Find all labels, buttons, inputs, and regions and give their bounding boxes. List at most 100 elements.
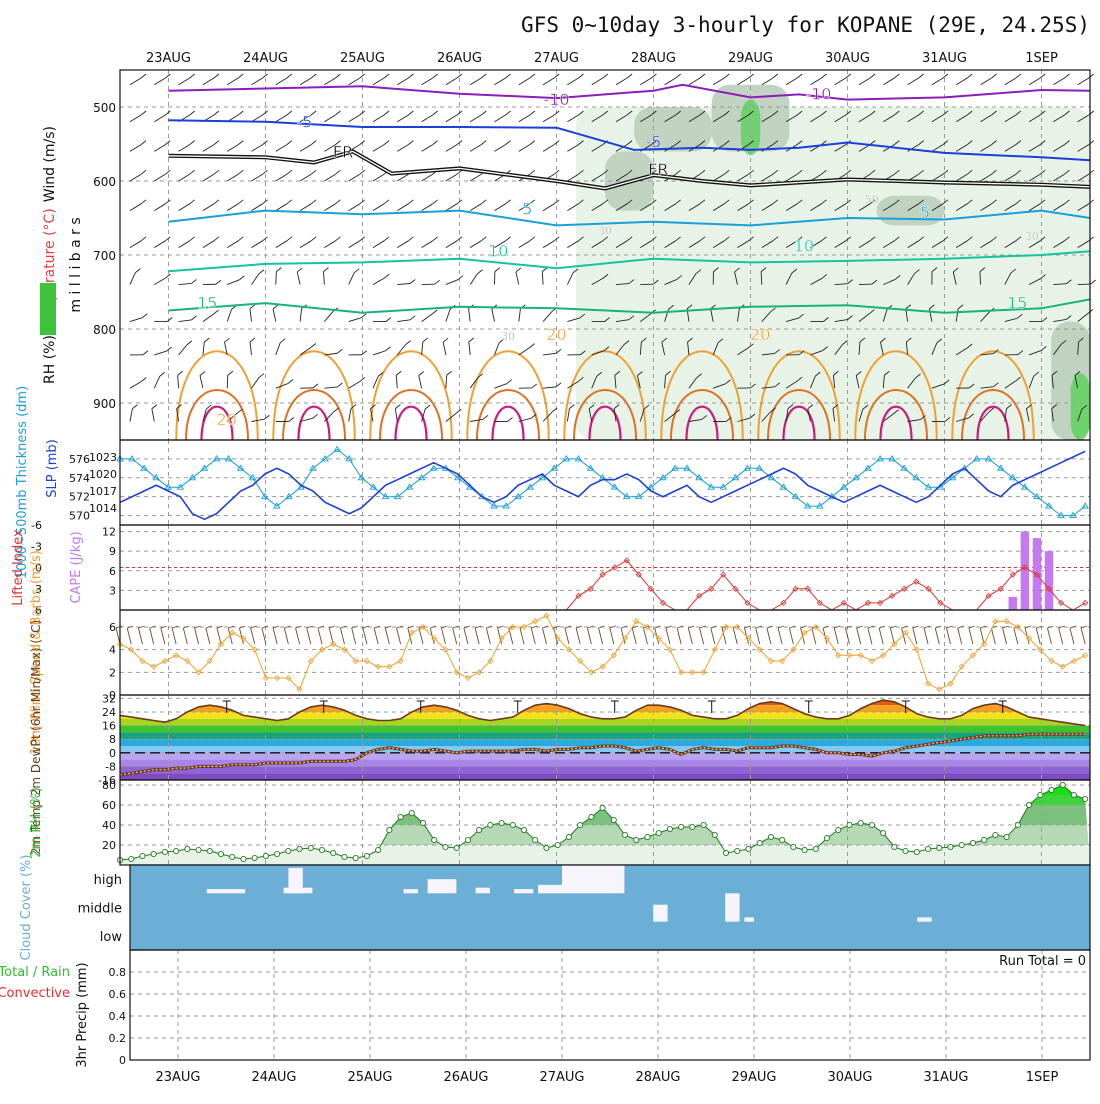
surface-wind-barb [610,628,614,644]
rh-marker [454,845,459,850]
rh-marker [802,847,807,852]
surface-wind-barb [318,628,322,644]
cloud-block [725,893,739,921]
rh-marker [319,847,324,852]
surface-wind-barb [531,628,535,644]
rh-marker [959,842,964,847]
rh-marker [263,853,268,858]
chart-title: GFS 0~10day 3-hourly for KOPANE (29E, 24… [521,13,1090,37]
contour-label: 30 [598,224,612,237]
surface-wind-barb [419,628,423,644]
rh-marker [1026,802,1031,807]
surface-wind-barb [924,628,928,644]
rh-marker [914,849,919,854]
rh-marker [858,820,863,825]
rh-tick: 20 [102,839,116,852]
rh-marker [230,854,235,859]
date-label-top: 28AUG [631,51,676,66]
rh-marker [275,851,280,856]
surface-wind-barb [1047,628,1051,644]
surface-wind-barb [542,628,546,644]
rh-marker [735,848,740,853]
surface-wind-barb [138,628,142,644]
series-line [120,451,1085,519]
date-label-bottom: 24AUG [251,1070,296,1085]
contour-label: 20 [546,325,566,344]
rh-marker [252,855,257,860]
rh-marker [881,830,886,835]
rh-marker [847,822,852,827]
surface-wind-barb [677,628,681,644]
rh-marker [600,805,605,810]
precip-conv-label: Convective [0,986,70,1001]
thickness-tick: 574 [69,472,90,485]
rh-marker [342,854,347,859]
temp-tick: 8 [109,733,116,746]
cape-bar [1045,551,1053,610]
slp-tick: 1017 [89,485,117,498]
cloud-ylabel: Cloud Cover (%) [19,855,34,961]
rh-marker [499,820,504,825]
pressure-tick: 500 [93,101,116,115]
surface-wind-barb [352,628,356,644]
surface-wind-barb [733,628,737,644]
thickness-tick: 572 [69,491,90,504]
rh-marker [622,832,627,837]
contour-label: 30 [501,330,515,343]
upper-ylabel-part: Wind (m/s) [42,126,58,202]
pressure-tick: 800 [93,323,116,337]
lifted-index-ylabel: Lifted Index [11,529,26,606]
precip-tick: 0.2 [109,1032,127,1045]
rh-marker [634,837,639,842]
temp-tick: 24 [102,706,116,719]
thickness-tick: 570 [69,510,90,523]
date-label-bottom: 26AUG [443,1070,488,1085]
minmax-marker [805,701,813,713]
date-label-top: 29AUG [728,51,773,66]
date-label-top: 25AUG [340,51,385,66]
rh-marker [1038,792,1043,797]
contour-label: -5 [646,133,662,152]
surface-wind-barb [397,628,401,644]
contour-label: -10 [543,90,569,109]
pressure-tick: 700 [93,249,116,263]
surface-wind-barb [700,628,704,644]
rh-marker [443,844,448,849]
date-label-top: 26AUG [437,51,482,66]
precip-tick: 0 [119,1054,126,1067]
surface-wind-barb [161,628,165,644]
rh-marker [1071,792,1076,797]
cloud-block [917,917,931,921]
cape-bar [1021,532,1029,610]
date-label-top: 1SEP [1025,51,1058,66]
rh-marker [510,822,515,827]
rh-marker [791,844,796,849]
pressure-tick: 900 [93,397,116,411]
minmax-marker [708,701,716,713]
pressure-tick: 600 [93,175,116,189]
cape-tick: 12 [102,526,116,539]
date-label-bottom: 30AUG [827,1070,872,1085]
date-label-bottom: 31AUG [923,1070,968,1085]
date-label-bottom: 25AUG [347,1070,392,1085]
rh-marker [656,830,661,835]
rh-marker [129,856,134,861]
surface-wind-barb [183,628,187,644]
rh-marker [824,835,829,840]
rh-marker [892,844,897,849]
surface-wind-barb [834,628,838,644]
surface-wind-barb [599,628,603,644]
rh-marker [241,856,246,861]
surface-wind-barb [273,628,277,644]
contour-label: 10 [488,241,508,260]
contour-label: 50 [865,193,879,206]
surface-wind-barb [1003,628,1007,644]
wind-barb [859,284,872,285]
date-label-bottom: 28AUG [635,1070,680,1085]
surface-wind-barb [946,628,950,644]
surface-wind-barb-flag [823,626,829,628]
contour-label: 15 [1007,293,1027,312]
rh-marker [611,817,616,822]
